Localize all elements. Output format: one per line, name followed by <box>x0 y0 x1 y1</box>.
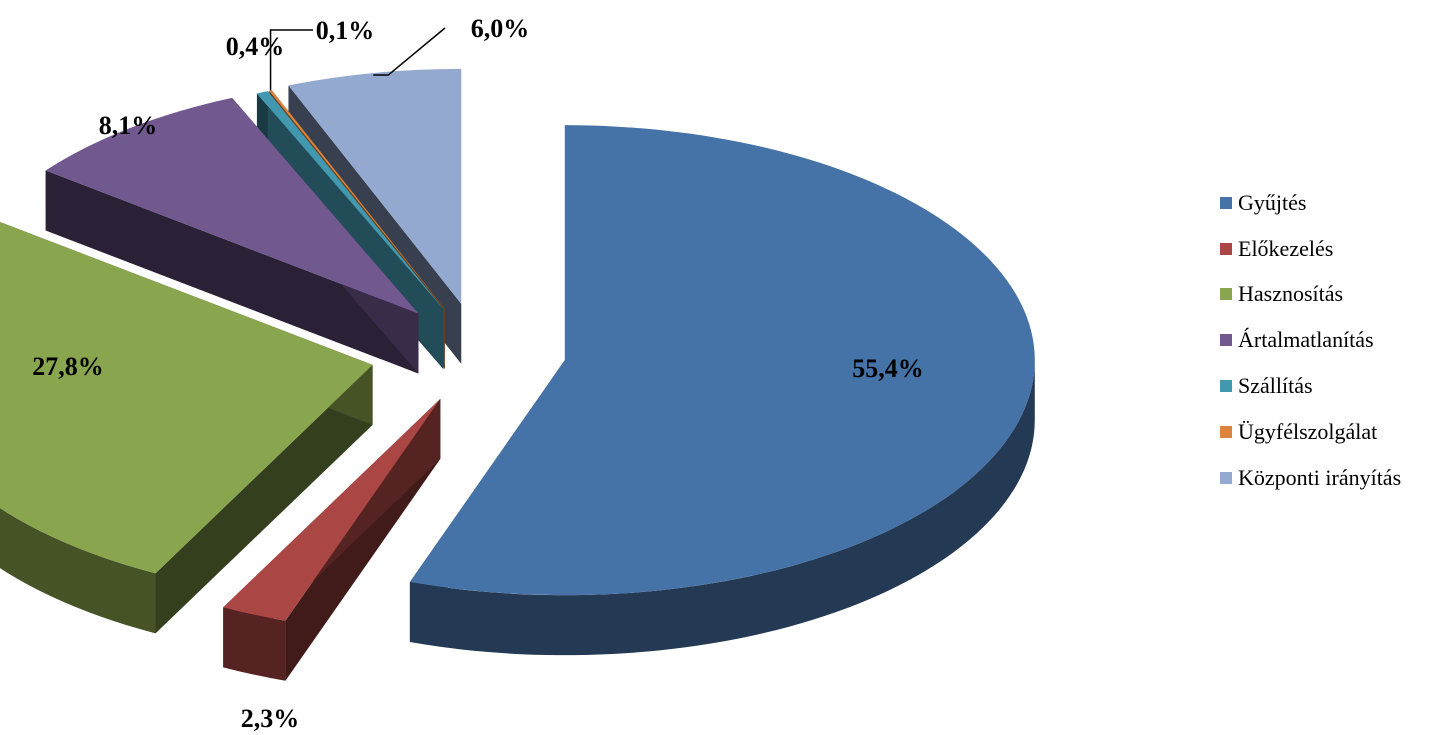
legend-label-3: Ártalmatlanítás <box>1238 327 1374 353</box>
pie-slice-tops <box>0 68 1035 621</box>
legend-label-0: Gyűjtés <box>1238 189 1307 215</box>
legend-swatch-5 <box>1220 425 1232 438</box>
leader-lines <box>269 27 446 91</box>
pie-slice-5 <box>269 90 445 309</box>
legend-item-4: Szállítás <box>1220 363 1435 409</box>
legend-label-5: Ügyfélszolgálat <box>1238 418 1378 444</box>
pie-slice-wall-1 <box>223 607 286 681</box>
data-label-3: 8,1% <box>99 111 158 140</box>
legend-item-3: Ártalmatlanítás <box>1220 317 1435 363</box>
legend-swatch-2 <box>1220 288 1232 301</box>
legend-label-4: Szállítás <box>1238 373 1313 399</box>
data-label-2: 27,8% <box>32 352 104 381</box>
chart-legend: Gyűjtés Előkezelés Hasznosítás Ártalmatlaní… <box>1220 180 1435 501</box>
data-label-4: 0,4% <box>226 32 285 61</box>
legend-label-6: Központi irányítás <box>1238 464 1402 490</box>
data-label-1: 2,3% <box>241 704 300 733</box>
pie-slice-wall-2 <box>0 508 156 634</box>
pie-slice-face-2 <box>155 364 373 634</box>
pie-slice-0 <box>409 125 1035 596</box>
leader-line-5 <box>269 29 313 91</box>
data-label-5: 0,1% <box>316 16 375 45</box>
pie-slice-3 <box>45 97 419 314</box>
legend-swatch-6 <box>1220 471 1232 484</box>
legend-item-2: Hasznosítás <box>1220 272 1435 318</box>
legend-item-6: Központi irányítás <box>1220 455 1435 501</box>
pie-slice-4 <box>256 91 444 310</box>
legend-label-2: Hasznosítás <box>1238 281 1344 307</box>
leader-line-6 <box>373 27 446 76</box>
pie-slice-wall-0 <box>409 360 1035 656</box>
legend-swatch-0 <box>1220 196 1232 209</box>
pie-slice-1 <box>223 398 441 621</box>
data-label-6: 6,0% <box>471 14 530 43</box>
legend-swatch-4 <box>1220 380 1232 393</box>
pie-slice-2 <box>0 221 373 574</box>
legend-swatch-1 <box>1220 242 1232 255</box>
legend-label-1: Előkezelés <box>1238 235 1334 261</box>
legend-swatch-3 <box>1220 334 1232 347</box>
pie-slice-6 <box>288 68 462 304</box>
data-label-0: 55,4% <box>852 354 924 383</box>
legend-item-0: Gyűjtés <box>1220 180 1435 226</box>
legend-item-1: Előkezelés <box>1220 226 1435 272</box>
data-labels: 55,4% 2,3% 27,8% 8,1% 0,4% 0,1% 6,0% <box>32 14 924 733</box>
legend-item-5: Ügyfélszolgálat <box>1220 409 1435 455</box>
pie-slice-face-3 <box>45 170 419 374</box>
